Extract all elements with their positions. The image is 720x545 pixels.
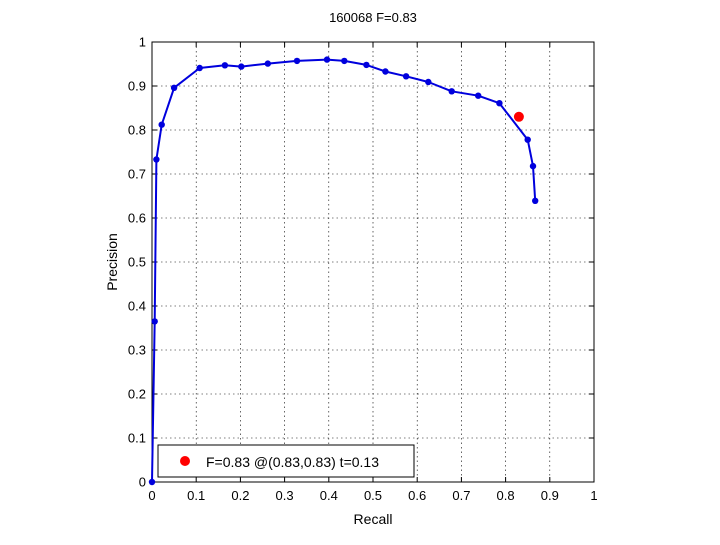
- pr-curve-point: [363, 61, 370, 69]
- y-tick-label: 0.5: [128, 255, 146, 270]
- legend: F=0.83 @(0.83,0.83) t=0.13: [157, 444, 415, 478]
- pr-curve-point: [151, 318, 158, 325]
- pr-curve-point: [341, 57, 348, 65]
- x-tick-label: 0.3: [276, 488, 294, 503]
- x-tick-label: 0.4: [320, 488, 338, 503]
- pr-curve-line: [151, 58, 537, 483]
- pr-curve-point: [148, 478, 156, 486]
- pr-curve-point: [382, 68, 389, 75]
- x-tick-labels: 0 0.1 0.2 0.3 0.4 0.5 0.6 0.7 0.8 0.9 1: [148, 488, 597, 503]
- pr-curve-point: [323, 56, 331, 63]
- y-tick-label: 0.3: [128, 343, 146, 358]
- pr-curve-point: [293, 57, 301, 65]
- pr-curve-point: [524, 136, 531, 143]
- x-tick-label: 0.5: [364, 488, 382, 503]
- chart-title: 160068 F=0.83: [329, 10, 417, 25]
- y-axis-label: Precision: [104, 233, 120, 291]
- pr-curve-point: [532, 197, 539, 204]
- legend-entry-label: F=0.83 @(0.83,0.83) t=0.13: [206, 454, 379, 470]
- pr-curve-point: [425, 78, 432, 86]
- y-tick-label: 0: [139, 475, 146, 490]
- best-f-point: [513, 111, 524, 122]
- grid: [152, 42, 594, 482]
- y-tick-label: 1: [139, 35, 146, 50]
- y-tick-label: 0.2: [128, 387, 146, 402]
- pr-curve-point: [402, 73, 410, 80]
- x-tick-label: 0.2: [231, 488, 249, 503]
- pr-curve-point: [170, 84, 178, 92]
- pr-curve-point: [529, 162, 537, 170]
- y-tick-label: 0.9: [128, 79, 146, 94]
- pr-curve-point: [264, 60, 271, 67]
- x-tick-label: 0.9: [541, 488, 559, 503]
- x-tick-label: 0.6: [408, 488, 426, 503]
- pr-curve-point: [158, 121, 165, 128]
- y-tick-label: 0.4: [128, 299, 146, 314]
- y-tick-label: 0.8: [128, 123, 146, 138]
- pr-curve-point: [496, 100, 503, 107]
- x-tick-label: 1: [590, 488, 597, 503]
- pr-curve-point: [221, 62, 229, 69]
- x-tick-label: 0.1: [187, 488, 205, 503]
- x-tick-label: 0.7: [452, 488, 470, 503]
- pr-curve-point: [238, 63, 245, 70]
- x-axis-label: Recall: [354, 511, 393, 527]
- x-tick-label: 0.8: [497, 488, 515, 503]
- legend-marker: [180, 456, 190, 466]
- highlight-layer: [513, 111, 524, 122]
- pr-curve-point: [475, 92, 482, 99]
- pr-curve-point: [448, 88, 455, 95]
- pr-curve-point: [196, 64, 203, 72]
- y-tick-label: 0.7: [128, 167, 146, 182]
- y-tick-label: 0.6: [128, 211, 146, 226]
- x-tick-label: 0: [148, 488, 155, 503]
- series-layer: [148, 56, 539, 486]
- pr-curve-point: [153, 156, 160, 163]
- y-tick-labels: 0 0.1 0.2 0.3 0.4 0.5 0.6 0.7 0.8 0.9 1: [128, 35, 146, 490]
- y-tick-label: 0.1: [128, 431, 146, 446]
- legend-box: [157, 444, 415, 478]
